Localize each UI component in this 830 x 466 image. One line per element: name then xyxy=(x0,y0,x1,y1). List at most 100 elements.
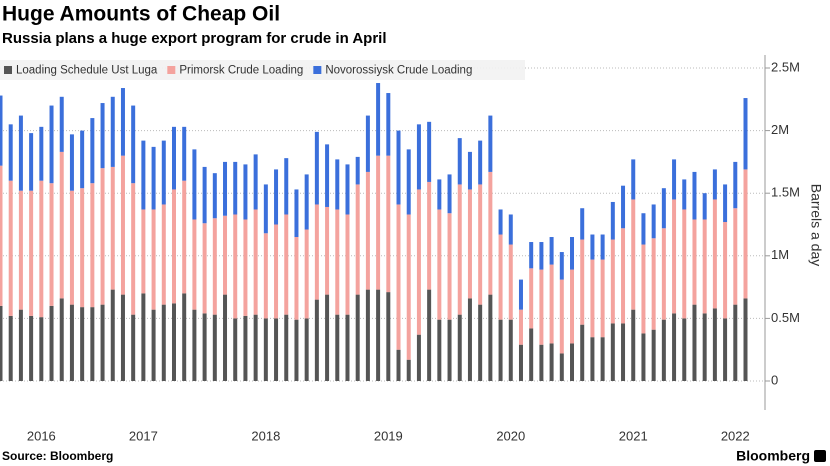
bar-segment xyxy=(702,193,707,220)
x-tick-label: 2022 xyxy=(721,428,750,443)
bar-segment xyxy=(733,304,738,381)
bar-segment xyxy=(69,304,74,381)
bar-segment xyxy=(274,318,279,381)
bar-segment xyxy=(743,169,748,299)
bar-segment xyxy=(223,215,228,295)
bar-segment xyxy=(192,309,197,381)
bar-segment xyxy=(723,318,728,381)
bar-segment xyxy=(478,184,483,305)
bar-segment xyxy=(294,319,299,381)
bar-segment xyxy=(365,289,370,381)
bar-segment xyxy=(335,209,340,315)
bar-segment xyxy=(314,204,319,300)
bar-segment xyxy=(18,309,23,381)
bar-segment xyxy=(610,239,615,324)
bar-segment xyxy=(651,204,656,239)
bar-segment xyxy=(498,209,503,235)
bar-segment xyxy=(702,313,707,381)
bar-segment xyxy=(141,293,146,381)
bar-segment xyxy=(69,190,74,305)
bar-segment xyxy=(335,314,340,381)
bar-segment xyxy=(182,180,187,294)
bar-segment xyxy=(437,179,442,210)
bar-segment xyxy=(284,214,289,315)
bar-segment xyxy=(600,259,605,338)
y-tick-label: 2.5M xyxy=(771,59,800,74)
bar-segment xyxy=(682,318,687,381)
bar-segment xyxy=(120,88,125,156)
bar-segment xyxy=(325,294,330,381)
bar-segment xyxy=(723,184,728,222)
bar-segment xyxy=(80,188,85,308)
bar-segment xyxy=(498,319,503,381)
bar-segment xyxy=(529,242,534,269)
bar-segment xyxy=(641,244,646,334)
bar-segment xyxy=(692,304,697,381)
bar-segment xyxy=(467,298,472,381)
bar-segment xyxy=(508,244,513,320)
bar-segment xyxy=(29,315,34,381)
bar-segment xyxy=(233,161,238,215)
bar-segment xyxy=(161,204,166,305)
bar-segment xyxy=(335,159,340,210)
bar-segment xyxy=(90,183,95,308)
bar-segment xyxy=(672,159,677,200)
bar-segment xyxy=(39,317,44,381)
bar-segment xyxy=(120,294,125,381)
bar-segment xyxy=(570,343,575,381)
bar-segment xyxy=(355,184,360,295)
bar-segment xyxy=(161,304,166,381)
bar-segment xyxy=(202,166,207,224)
bar-segment xyxy=(457,314,462,381)
bar-segment xyxy=(559,252,564,280)
bar-segment xyxy=(590,234,595,260)
bar-segment xyxy=(712,308,717,381)
bar-segment xyxy=(427,121,432,182)
bar-segment xyxy=(406,214,411,360)
bar-segment xyxy=(529,328,534,381)
bar-segment xyxy=(712,199,717,309)
bar-segment xyxy=(355,294,360,381)
bar-segment xyxy=(192,219,197,310)
bar-segment xyxy=(161,140,166,205)
bar-segment xyxy=(110,289,115,381)
bar-segment xyxy=(365,115,370,172)
bar-segment xyxy=(284,314,289,381)
bar-segment xyxy=(100,304,105,381)
bar-segment xyxy=(294,237,299,320)
bar-segment xyxy=(478,140,483,185)
bar-segment xyxy=(253,154,258,210)
bar-segment xyxy=(274,224,279,319)
bar-segment xyxy=(661,188,666,229)
bar-segment xyxy=(692,171,697,220)
bar-segment xyxy=(641,333,646,381)
bar-segment xyxy=(723,221,728,319)
bar-segment xyxy=(467,151,472,190)
bar-segment xyxy=(427,181,432,290)
bar-segment xyxy=(355,156,360,185)
bar-segment xyxy=(233,318,238,381)
bar-segment xyxy=(284,158,289,215)
bar-segment xyxy=(580,239,585,325)
bar-segment xyxy=(212,314,217,381)
legend-label: Novorossiysk Crude Loading xyxy=(325,65,472,77)
bar-segment xyxy=(386,93,391,156)
bar-segment xyxy=(233,214,238,319)
bar-segment xyxy=(304,229,309,319)
bar-segment xyxy=(610,323,615,381)
brand: Bloomberg xyxy=(736,448,810,464)
bar-segment xyxy=(661,319,666,381)
x-tick-label: 2016 xyxy=(27,428,56,443)
bar-segment xyxy=(171,303,176,381)
bar-segment xyxy=(49,105,54,184)
bar-segment xyxy=(702,219,707,314)
bar-segment xyxy=(641,213,646,245)
bar-segment xyxy=(457,184,462,315)
bar-segment xyxy=(18,115,23,191)
bar-segment xyxy=(570,269,575,344)
x-tick-label: 2020 xyxy=(496,428,525,443)
bar-segment xyxy=(590,259,595,338)
bar-segment xyxy=(539,242,544,270)
bar-segment xyxy=(212,218,217,315)
bar-segment xyxy=(406,359,411,381)
